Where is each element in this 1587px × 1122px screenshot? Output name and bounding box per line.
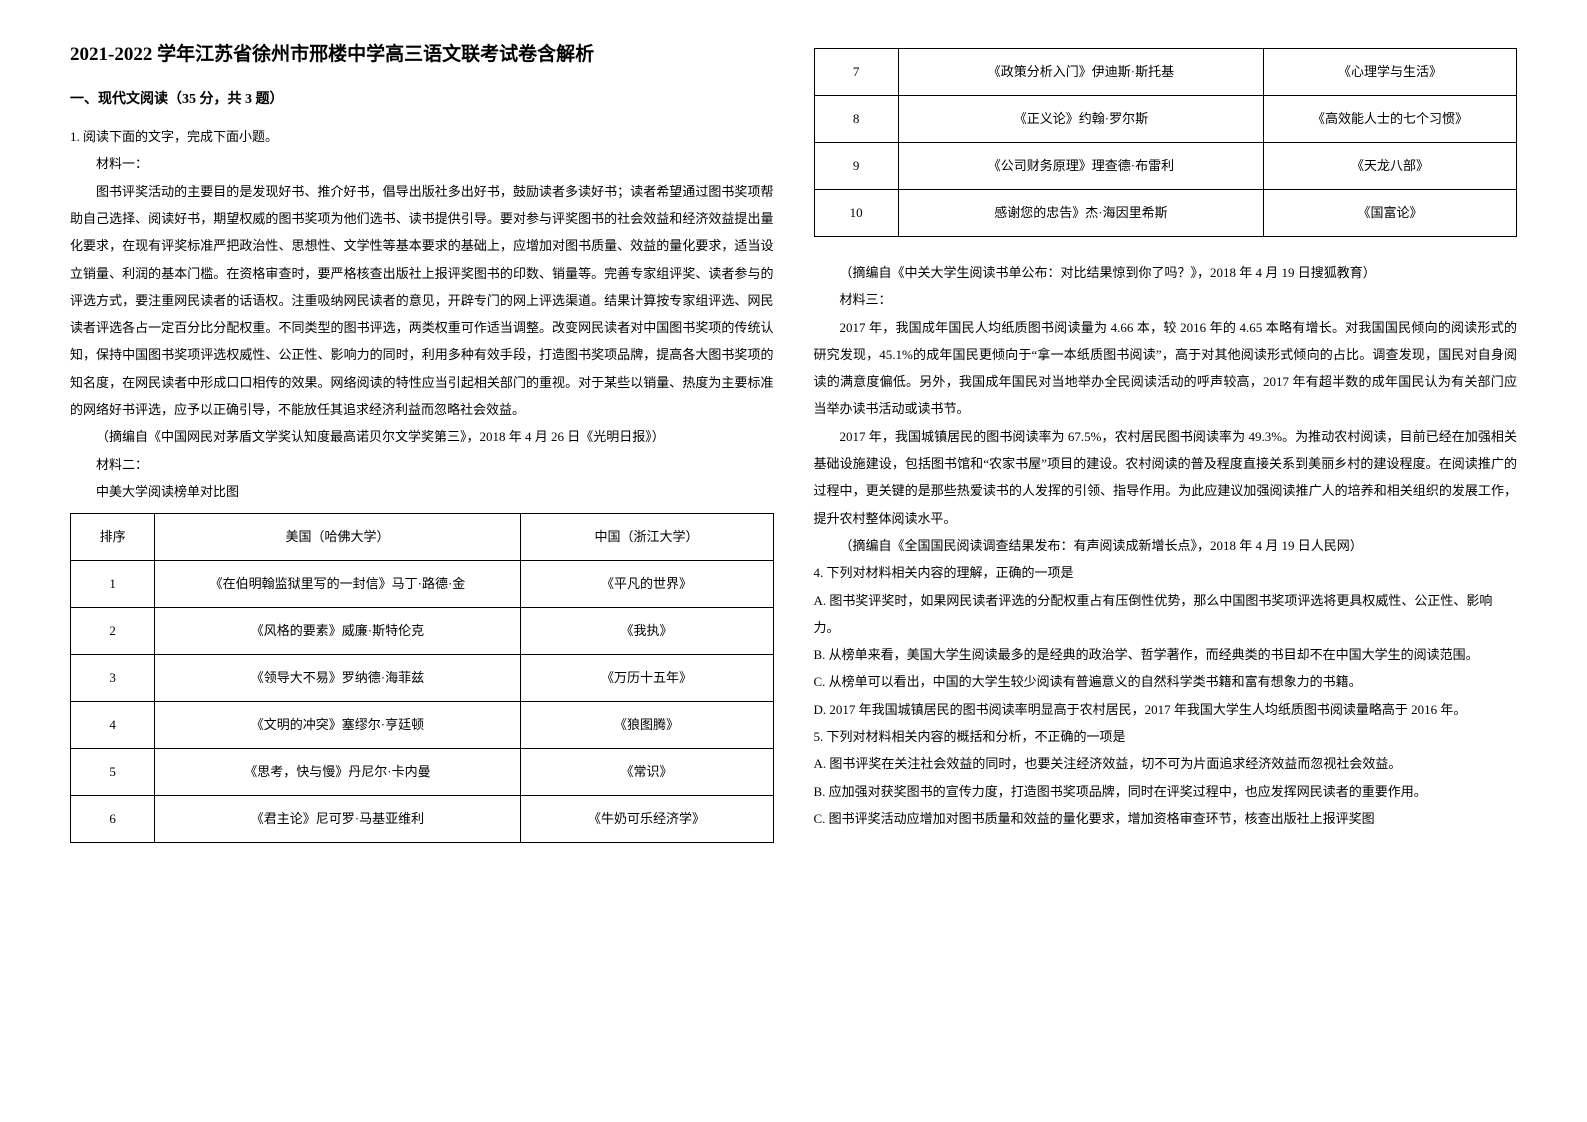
reading-table-part2: 7《政策分析入门》伊迪斯·斯托基《心理学与生活》 8《正义论》约翰·罗尔斯《高效… (814, 48, 1518, 237)
material-1-text: 图书评奖活动的主要目的是发现好书、推介好书，倡导出版社多出好书，鼓励读者多读好书… (70, 178, 774, 424)
right-column: 7《政策分析入门》伊迪斯·斯托基《心理学与生活》 8《正义论》约翰·罗尔斯《高效… (794, 40, 1538, 1082)
table-row: 6《君主论》尼可罗·马基亚维利《牛奶可乐经济学》 (71, 796, 774, 843)
th-china: 中国（浙江大学） (520, 514, 773, 561)
q4-option-c: C. 从榜单可以看出，中国的大学生较少阅读有普遍意义的自然科学类书籍和富有想象力… (814, 668, 1518, 695)
table-row: 1《在伯明翰监狱里写的一封信》马丁·路德·金《平凡的世界》 (71, 561, 774, 608)
exam-title: 2021-2022 学年江苏省徐州市邢楼中学高三语文联考试卷含解析 (70, 40, 774, 70)
table-row: 4《文明的冲突》塞缪尔·亨廷顿《狼图腾》 (71, 702, 774, 749)
q5-option-c: C. 图书评奖活动应增加对图书质量和效益的量化要求，增加资格审查环节，核查出版社… (814, 805, 1518, 832)
material-3-label: 材料三： (814, 286, 1518, 313)
q4-option-b: B. 从榜单来看，美国大学生阅读最多的是经典的政治学、哲学著作，而经典类的书目却… (814, 641, 1518, 668)
q4-option-a: A. 图书奖评奖时，如果网民读者评选的分配权重占有压倒性优势，那么中国图书奖项评… (814, 587, 1518, 642)
q1-label: 1. 阅读下面的文字，完成下面小题。 (70, 124, 774, 150)
table-row: 7《政策分析入门》伊迪斯·斯托基《心理学与生活》 (814, 49, 1517, 96)
material-2-source: （摘编自《中关大学生阅读书单公布：对比结果惊到你了吗？》，2018 年 4 月 … (814, 259, 1518, 286)
table-row: 9《公司财务原理》理查德·布雷利《天龙八部》 (814, 143, 1517, 190)
table-row: 8《正义论》约翰·罗尔斯《高效能人士的七个习惯》 (814, 96, 1517, 143)
material-3-source: （摘编自《全国国民阅读调查结果发布：有声阅读成新增长点》，2018 年 4 月 … (814, 532, 1518, 559)
left-column: 2021-2022 学年江苏省徐州市邢楼中学高三语文联考试卷含解析 一、现代文阅… (50, 40, 794, 1082)
material-1-label: 材料一： (70, 150, 774, 177)
material-3-p1: 2017 年，我国成年国民人均纸质图书阅读量为 4.66 本，较 2016 年的… (814, 314, 1518, 423)
de-char: 的 (933, 784, 946, 799)
q5-label: 5. 下列对材料相关内容的概括和分析，不正确的一项是 (814, 723, 1518, 750)
th-rank: 排序 (71, 514, 155, 561)
material-3-p2: 2017 年，我国城镇居民的图书阅读率为 67.5%，农村居民图书阅读率为 49… (814, 423, 1518, 532)
th-usa: 美国（哈佛大学） (155, 514, 520, 561)
table-row: 2《风格的要素》威廉·斯特伦克《我执》 (71, 608, 774, 655)
table-header-row: 排序 美国（哈佛大学） 中国（浙江大学） (71, 514, 774, 561)
q5-option-b: B. 应加强对获奖图书的宣传力度，打造图书奖项品牌，同时在评奖过程中，也应发挥网… (814, 778, 1518, 805)
q5-option-a: A. 图书评奖在关注社会效益的同时，也要关注经济效益，切不可为片面追求经济效益而… (814, 750, 1518, 777)
table-row: 3《领导大不易》罗纳德·海菲兹《万历十五年》 (71, 655, 774, 702)
q4-option-d: D. 2017 年我国城镇居民的图书阅读率明显高于农村居民，2017 年我国大学… (814, 696, 1518, 723)
material-1-source: （摘编自《中国网民对茅盾文学奖认知度最高诺贝尔文学奖第三》，2018 年 4 月… (70, 423, 774, 450)
q4-label: 4. 下列对材料相关内容的理解，正确的一项是 (814, 559, 1518, 586)
de-char: 的 (1024, 593, 1037, 608)
section-1-heading: 一、现代文阅读（35 分，共 3 题） (70, 86, 774, 114)
reading-table-part1: 排序 美国（哈佛大学） 中国（浙江大学） 1《在伯明翰监狱里写的一封信》马丁·路… (70, 513, 774, 843)
table-row: 10感谢您的忠告》杰·海因里希斯《国富论》 (814, 190, 1517, 237)
table-row: 5《思考，快与慢》丹尼尔·卡内曼《常识》 (71, 749, 774, 796)
material-2-subtitle: 中美大学阅读榜单对比图 (70, 478, 774, 505)
material-2-label: 材料二： (70, 451, 774, 478)
